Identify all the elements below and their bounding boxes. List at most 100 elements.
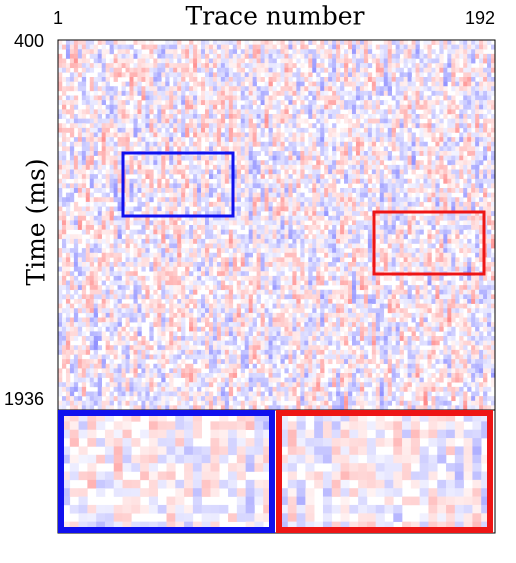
texture-cell [236,363,242,369]
texture-cell [232,368,238,374]
texture-cell [89,257,95,263]
texture-cell [300,53,305,59]
texture-cell [117,331,122,337]
texture-cell [208,90,214,96]
texture-cell [161,377,166,383]
texture-cell [157,141,162,147]
texture-cell [141,137,146,143]
texture-cell [256,183,261,189]
texture-cell [161,289,166,295]
texture-cell [212,146,218,152]
texture-cell [244,72,249,78]
texture-cell [312,109,317,115]
texture-cell [101,86,106,92]
texture-cell [165,58,170,64]
texture-cell [69,317,75,323]
texture-cell [328,299,333,304]
texture-cell [117,49,122,55]
texture-cell [268,280,273,286]
texture-cell [201,312,206,318]
texture-cell [133,294,138,300]
texture-cell [308,225,313,230]
texture-cell [177,312,182,318]
texture-cell [272,285,277,291]
texture-cell [216,308,222,314]
texture-cell [61,349,67,355]
texture-cell [157,44,162,50]
texture-cell [105,299,110,304]
texture-cell [340,104,345,110]
texture-cell [181,368,186,374]
texture-cell [280,178,285,184]
texture-cell [340,197,345,203]
texture-cell [113,225,118,230]
texture-cell [161,67,166,73]
texture-cell [121,132,126,138]
texture-cell [161,192,166,198]
texture-cell [252,90,257,96]
texture-cell [340,354,345,360]
texture-cell [153,118,158,124]
texture-cell [212,114,218,119]
texture-cell [308,137,313,143]
texture-cell [73,174,79,180]
texture-cell [236,67,242,73]
texture-cell [276,104,281,110]
texture-cell [129,90,134,96]
texture-cell [284,248,289,254]
texture-cell [69,303,75,309]
texture-cell [340,81,345,87]
texture-cell [185,206,190,212]
texture-cell [173,44,178,50]
texture-cell [332,303,337,309]
texture-cell [157,331,162,337]
texture-cell [304,312,309,318]
texture-cell [93,197,99,203]
texture-cell [161,322,166,328]
texture-cell [117,275,122,281]
texture-cell [189,234,194,240]
texture-cell [312,317,317,323]
texture-cell [101,336,106,341]
texture-cell [220,49,226,55]
texture-cell [348,141,353,147]
texture-cell [129,391,134,397]
texture-cell [189,49,194,55]
texture-cell [268,137,273,143]
texture-cell [173,280,178,286]
texture-cell [85,40,91,45]
texture-cell [145,141,150,147]
texture-cell [161,391,166,397]
texture-cell [332,100,337,106]
texture-cell [129,155,134,161]
texture-cell [304,53,309,59]
texture-cell [351,215,357,221]
texture-cell [252,174,257,180]
texture-cell [300,215,305,221]
texture-cell [105,160,110,166]
texture-cell [173,160,178,166]
texture-cell [89,215,95,221]
texture-cell [292,220,297,226]
texture-cell [244,377,249,383]
texture-cell [228,308,234,314]
texture-cell [320,363,325,369]
texture-cell [316,109,321,115]
texture-cell [157,312,162,318]
texture-cell [288,127,293,133]
texture-cell [145,127,150,133]
texture-cell [220,229,226,235]
texture-cell [248,192,253,198]
texture-cell [173,331,178,337]
texture-cell [216,368,222,374]
texture-cell [240,164,246,170]
texture-cell [320,345,325,351]
texture-cell [244,275,249,281]
texture-cell [240,72,246,78]
texture-cell [185,354,190,360]
texture-cell [185,382,190,388]
texture-cell [256,349,261,355]
texture-cell [264,289,269,295]
texture-cell [272,95,277,101]
texture-cell [69,109,75,115]
